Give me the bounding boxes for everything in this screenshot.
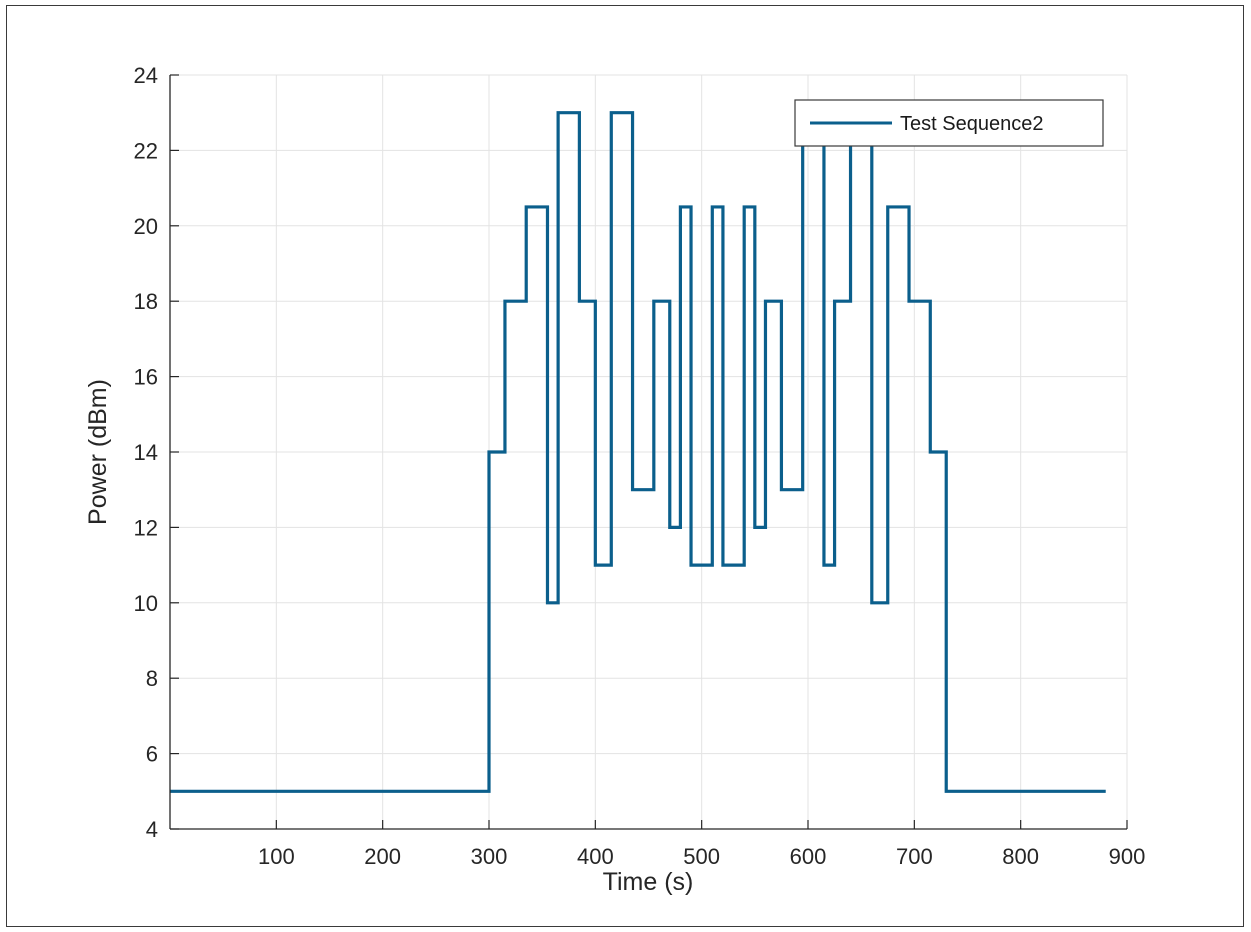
tick-marks — [170, 74, 1128, 830]
x-tick-label: 700 — [896, 844, 933, 869]
tick-labels: 100 200 300 400 500 600 700 800 900 4 6 8 10 12 14 16 18… — [134, 63, 1146, 869]
y-tick-label: 6 — [146, 742, 158, 767]
legend[interactable]: Test Sequence2 — [794, 99, 1104, 147]
y-axis-label: Power (dBm) — [84, 379, 112, 525]
x-tick-label: 300 — [471, 844, 508, 869]
x-tick-label: 800 — [1002, 844, 1039, 869]
y-tick-label: 12 — [134, 515, 158, 540]
x-axis-label: Time (s) — [603, 868, 694, 896]
y-tick-label: 18 — [134, 289, 158, 314]
y-tick-label: 8 — [146, 666, 158, 691]
y-tick-label: 22 — [134, 138, 158, 163]
x-tick-label: 600 — [790, 844, 827, 869]
y-tick-label: 4 — [146, 817, 158, 842]
x-tick-label: 400 — [577, 844, 614, 869]
y-tick-label: 24 — [134, 63, 158, 88]
series-line-test-sequence2 — [170, 111, 1106, 793]
y-tick-label: 20 — [134, 214, 158, 239]
y-tick-label: 16 — [134, 365, 158, 390]
y-tick-label: 14 — [134, 440, 158, 465]
x-tick-label: 900 — [1109, 844, 1146, 869]
x-tick-label: 200 — [364, 844, 401, 869]
x-tick-label: 100 — [258, 844, 295, 869]
series-layer — [170, 111, 1106, 793]
y-tick-label: 10 — [134, 591, 158, 616]
legend-label-test-sequence2: Test Sequence2 — [900, 113, 1043, 135]
x-tick-label: 500 — [683, 844, 720, 869]
